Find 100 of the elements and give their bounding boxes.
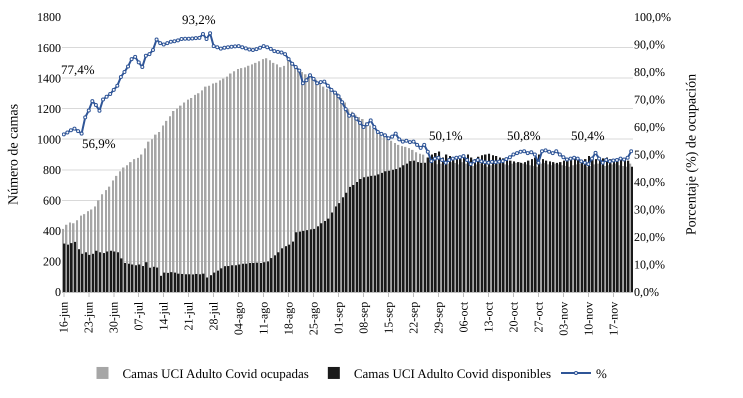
bar <box>310 229 312 292</box>
x-tick-label: 15-sep <box>381 302 396 334</box>
bar <box>70 243 73 292</box>
bar <box>285 246 287 292</box>
bar <box>502 158 504 292</box>
annotation: 77,4% <box>61 62 95 77</box>
bar <box>370 176 372 292</box>
y-tick-label: 1200 <box>37 102 61 116</box>
x-tick-label: 08-sep <box>356 302 370 334</box>
annotation: 50,4% <box>571 128 605 143</box>
bar <box>288 244 290 292</box>
bar <box>258 61 260 292</box>
y-tick-label: 200 <box>43 254 61 269</box>
bar <box>88 254 90 292</box>
bar <box>484 154 486 292</box>
bar <box>244 67 246 292</box>
bar <box>374 176 376 292</box>
bar <box>202 274 205 292</box>
y2-tick-label: 40,0% <box>634 175 665 190</box>
bar <box>438 151 440 292</box>
bar <box>212 83 214 292</box>
x-tick-label: 06-oct <box>456 301 470 332</box>
bar <box>417 162 419 292</box>
bar <box>356 182 358 292</box>
bar <box>208 86 210 292</box>
x-tick-label: 03-nov <box>556 302 570 336</box>
bar <box>195 274 198 292</box>
bar <box>201 90 203 292</box>
x-tick-label: 17-nov <box>606 302 620 336</box>
bar <box>235 265 237 292</box>
bar <box>465 164 468 292</box>
bar <box>588 156 590 292</box>
bar <box>108 186 110 292</box>
bar <box>194 94 196 292</box>
bar <box>415 152 418 292</box>
bar <box>128 264 130 292</box>
x-tick-label: 14-jul <box>156 301 171 330</box>
bar <box>95 250 98 292</box>
x-tick-label: 01-sep <box>331 302 346 334</box>
bar <box>566 159 569 292</box>
bar <box>540 164 542 292</box>
bar <box>472 166 474 292</box>
bar <box>277 252 280 292</box>
bar <box>488 154 490 292</box>
bar <box>83 214 86 292</box>
bar <box>192 274 194 292</box>
bar <box>242 264 244 292</box>
bar <box>252 262 255 292</box>
bar <box>167 272 169 292</box>
x-tick-label: 11-ago <box>256 302 271 335</box>
bar <box>420 162 422 292</box>
bar <box>279 67 282 292</box>
bar <box>549 161 551 292</box>
bar <box>527 160 530 292</box>
bar <box>126 165 128 292</box>
y-axis-title: Número de camas <box>6 104 22 206</box>
bar <box>247 66 250 292</box>
bar <box>222 78 224 292</box>
bar <box>317 226 319 292</box>
bar <box>110 250 112 292</box>
annotation: 50,1% <box>429 128 463 143</box>
bar <box>229 74 232 292</box>
bar <box>103 253 105 292</box>
bar <box>172 110 174 292</box>
x-tick-label: 22-sep <box>406 302 420 334</box>
bar <box>402 165 404 292</box>
y2-tick-label: 10,0% <box>634 258 665 272</box>
annotation: 50,8% <box>507 128 541 143</box>
bar <box>199 274 201 292</box>
bar <box>160 276 162 292</box>
bar <box>115 176 118 292</box>
bar <box>227 266 230 292</box>
bar <box>331 212 334 292</box>
bar <box>237 68 239 292</box>
bar <box>542 159 544 292</box>
bar <box>122 167 124 292</box>
bar <box>256 262 258 292</box>
bar <box>63 244 66 292</box>
y2-tick-label: 30,0% <box>634 202 665 217</box>
bar <box>384 171 387 292</box>
bar <box>176 108 178 292</box>
bar <box>477 156 480 292</box>
bar <box>413 160 416 292</box>
x-tick-label: 13-oct <box>481 301 496 332</box>
bar <box>377 174 380 292</box>
y-tick-label: 600 <box>43 194 61 208</box>
x-tick-label: 18-ago <box>282 302 296 336</box>
bar <box>609 159 612 292</box>
bar <box>276 64 278 292</box>
x-tick-label: 23-jun <box>82 302 96 334</box>
bar <box>67 244 69 292</box>
bar <box>352 185 354 292</box>
y2-tick-label: 50,0% <box>634 148 665 162</box>
bar <box>434 152 437 292</box>
bar <box>260 262 262 292</box>
bar <box>388 170 390 292</box>
bar <box>338 203 340 292</box>
y-tick-label: 1800 <box>37 10 61 24</box>
legend-label: Camas UCI Adulto Covid ocupadas <box>122 366 309 382</box>
bar <box>392 170 394 292</box>
